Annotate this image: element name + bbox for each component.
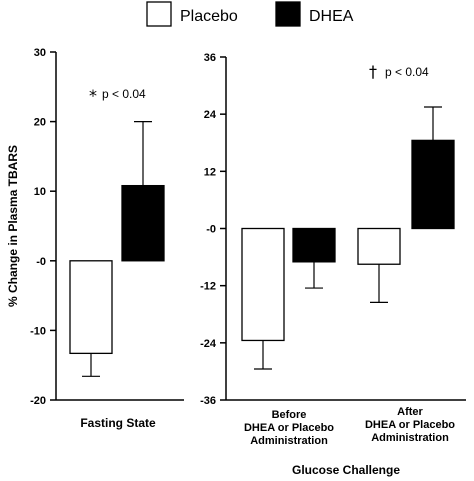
legend-label-placebo: Placebo bbox=[180, 8, 238, 25]
panel-1-category-after-line-1: After bbox=[397, 406, 423, 418]
panel-1-category-before: Before DHEA or Placebo Administration bbox=[244, 409, 334, 447]
panel-0-bar-dhea-0 bbox=[121, 184, 165, 262]
panel-glucose-challenge: -36 -24 -12 -0 12 24 36 † p < 0.04 Before DHEA… bbox=[200, 52, 466, 477]
panel-0-ytick-label: -0 bbox=[36, 256, 46, 268]
legend: Placebo DHEA bbox=[146, 1, 354, 27]
panel-1-ytick-label: 24 bbox=[204, 109, 217, 121]
panel-1-ytick-label: 12 bbox=[204, 166, 216, 178]
panel-0-ytick-label: -20 bbox=[30, 395, 46, 407]
panel-1-category-after-line-2: DHEA or Placebo bbox=[365, 419, 455, 431]
panel-0-ytick-label: -10 bbox=[30, 325, 46, 337]
panel-1-bar-placebo-0 bbox=[241, 227, 285, 342]
panel-0-ytick-label: 20 bbox=[34, 117, 46, 129]
legend-label-dhea: DHEA bbox=[309, 8, 354, 25]
panel-fasting-state: -20 -10 -0 10 20 30 * p < 0.04 Fasting State bbox=[30, 47, 184, 430]
panel-1-ytick-label: -24 bbox=[200, 338, 217, 350]
panel-1-category-after: After DHEA or Placebo Administration bbox=[365, 406, 455, 444]
panel-1-annotation: † p < 0.04 bbox=[369, 62, 429, 81]
panel-0-annotation: * p < 0.04 bbox=[89, 86, 146, 105]
panel-0-ytick-label: 10 bbox=[34, 186, 46, 198]
panel-0-bar-placebo-0 bbox=[69, 260, 113, 355]
panel-1-bar-dhea-0 bbox=[292, 227, 336, 263]
panel-1-annotation-text: p < 0.04 bbox=[385, 65, 429, 79]
panel-1-ytick-label: -12 bbox=[200, 281, 216, 293]
panel-1-ytick-label: 36 bbox=[204, 52, 216, 64]
y-axis-title: % Change in Plasma TBARS bbox=[6, 145, 20, 307]
panel-1-category-after-line-3: Administration bbox=[371, 432, 449, 444]
panel-1-ytick-label: -36 bbox=[200, 395, 216, 407]
legend-swatch-dhea bbox=[275, 1, 301, 27]
panel-0-annotation-text: p < 0.04 bbox=[102, 87, 146, 101]
panel-0-ytick-label: 30 bbox=[34, 47, 46, 59]
panel-1-x-axis-title: Glucose Challenge bbox=[292, 463, 400, 477]
panel-1-category-before-line-2: DHEA or Placebo bbox=[244, 422, 334, 434]
panel-1-ytick-label: -0 bbox=[206, 224, 216, 236]
panel-0-x-axis-title: Fasting State bbox=[80, 416, 156, 430]
panel-1-category-before-line-1: Before bbox=[272, 409, 307, 421]
panel-1-category-before-line-3: Administration bbox=[250, 435, 328, 447]
panel-1-bar-dhea-1 bbox=[411, 139, 455, 230]
panel-1-bar-placebo-1 bbox=[357, 227, 401, 265]
panel-1-annotation-symbol: † bbox=[369, 62, 377, 81]
legend-swatch-placebo bbox=[146, 1, 172, 27]
panel-0-annotation-symbol: * bbox=[89, 86, 97, 105]
